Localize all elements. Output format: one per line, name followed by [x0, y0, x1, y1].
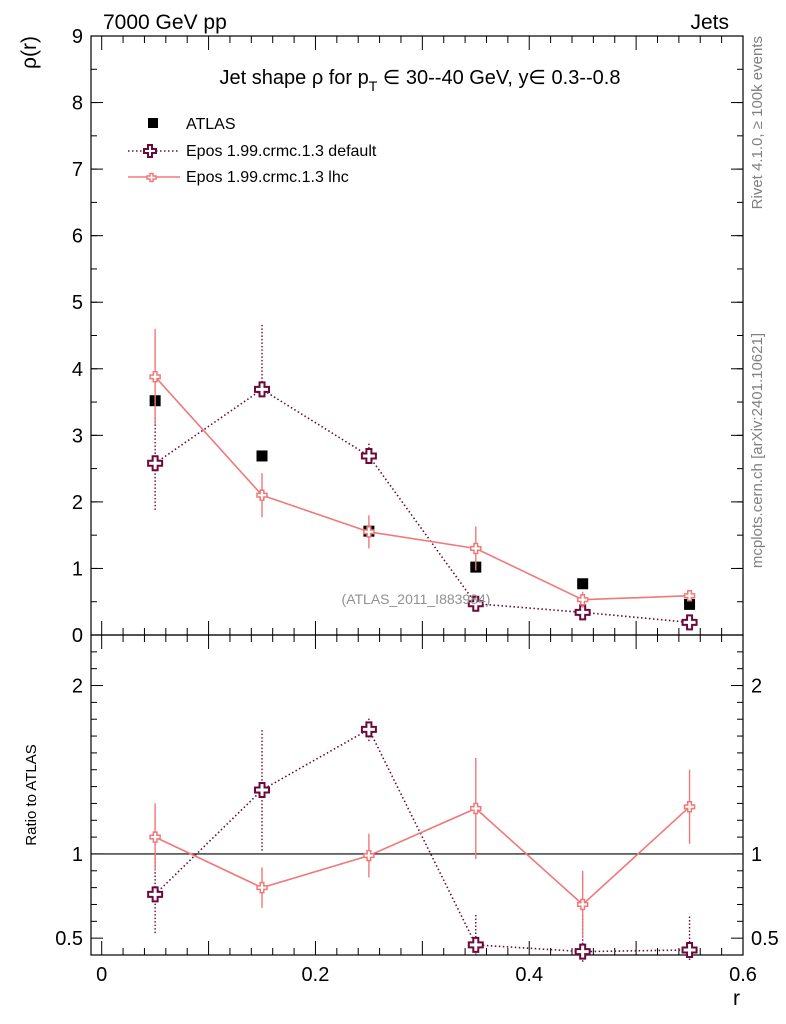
legend-label-atlas: ATLAS	[186, 116, 236, 133]
ratio-ytick-label: 0.5	[55, 928, 83, 950]
plot-title-subscript: T	[369, 78, 378, 94]
main-ytick-label: 4	[72, 359, 83, 381]
ratio-panel: 0.5 0.5 1 1 2 2 0 0.2 0.4 0.6	[55, 634, 779, 986]
ratio-point-lhc	[363, 849, 375, 862]
ratio-point-default	[360, 721, 377, 738]
main-line-default	[154, 388, 690, 624]
ratio-point-default	[147, 886, 164, 903]
legend: ATLAS Epos 1.99.crmc.1.3 default Epos 1.…	[128, 116, 377, 186]
ratio-y-axis-title: Ratio to ATLAS	[23, 744, 40, 845]
main-point-lhc	[683, 589, 696, 602]
main-ytick-label: 7	[72, 159, 83, 181]
ratio-point-default	[467, 936, 484, 953]
ratio-ytick-label: 1	[72, 844, 83, 866]
main-point-default	[254, 381, 271, 398]
main-point-atlas	[577, 578, 589, 590]
main-point-default	[360, 447, 377, 464]
legend-label-lhc: Epos 1.99.crmc.1.3 lhc	[186, 169, 349, 186]
ratio-ytick-label: 2	[72, 676, 83, 698]
ratio-ytick-label-right: 0.5	[751, 928, 779, 950]
main-point-atlas	[684, 598, 696, 610]
ratio-point-lhc	[683, 801, 696, 813]
main-ytick-label: 5	[72, 292, 83, 314]
main-point-lhc	[256, 489, 268, 501]
main-ytick-label: 0	[72, 625, 83, 647]
main-point-lhc	[470, 542, 482, 555]
ratio-ytick-label-right: 1	[751, 844, 762, 866]
ratio-xtick-label: 0	[96, 964, 107, 986]
ratio-xtick-label: 0.6	[729, 964, 757, 986]
ratio-line-default	[154, 728, 690, 953]
ratio-ytick-label-right: 2	[751, 676, 762, 698]
main-point-default	[147, 455, 164, 472]
ratio-point-lhc	[256, 881, 268, 894]
analysis-label: (ATLAS_2011_I883984)	[342, 591, 491, 607]
ratio-point-default	[574, 943, 591, 960]
main-point-lhc	[149, 371, 161, 383]
main-line-lhc	[154, 376, 690, 601]
main-point-default	[681, 614, 698, 631]
plot-title-suffix: ∈ 30--40 GeV, y∈ 0.3--0.8	[377, 67, 620, 89]
ratio-point-lhc	[576, 898, 589, 911]
ratio-xtick-label: 0.4	[515, 964, 543, 986]
legend-marker-atlas	[148, 118, 158, 128]
main-point-lhc	[363, 526, 375, 538]
legend-marker-lhc	[146, 172, 157, 183]
main-point-atlas	[256, 450, 268, 462]
legend-label-default: Epos 1.99.crmc.1.3 default	[186, 143, 377, 160]
ratio-point-lhc	[149, 831, 161, 843]
main-ytick-label: 8	[72, 93, 83, 115]
ratio-point-default	[681, 941, 698, 958]
main-ytick-label: 6	[72, 226, 83, 248]
ratio-frame	[90, 634, 744, 956]
energy-label: 7000 GeV pp	[103, 11, 227, 34]
main-ytick-label: 1	[72, 558, 83, 580]
main-point-lhc	[576, 593, 589, 606]
main-panel: 0 1 2 3 4 5 6 7 8 9	[72, 26, 744, 647]
ratio-point-default	[254, 781, 271, 798]
plot-title: Jet shape ρ for pT ∈ 30--40 GeV, y∈ 0.3-…	[220, 67, 621, 94]
main-ytick-label: 3	[72, 425, 83, 447]
x-axis-title: r	[733, 987, 740, 1010]
main-point-default	[574, 604, 591, 621]
main-y-axis-title: ρ(r)	[18, 36, 41, 69]
ratio-point-lhc	[470, 802, 482, 815]
ratio-line-lhc	[154, 806, 691, 906]
main-ytick-label: 2	[72, 492, 83, 514]
rivet-label: Rivet 4.1.0, ≥ 100k events	[749, 36, 766, 209]
plot-title-prefix: Jet shape ρ for p	[220, 67, 369, 89]
mcplots-label: mcplots.cern.ch [arXiv:2401.10621]	[749, 333, 766, 568]
ratio-xtick-label: 0.2	[302, 964, 330, 986]
main-point-default	[467, 595, 484, 612]
main-ytick-label: 9	[72, 26, 83, 48]
legend-marker-default	[143, 144, 157, 158]
category-label: Jets	[690, 11, 729, 34]
